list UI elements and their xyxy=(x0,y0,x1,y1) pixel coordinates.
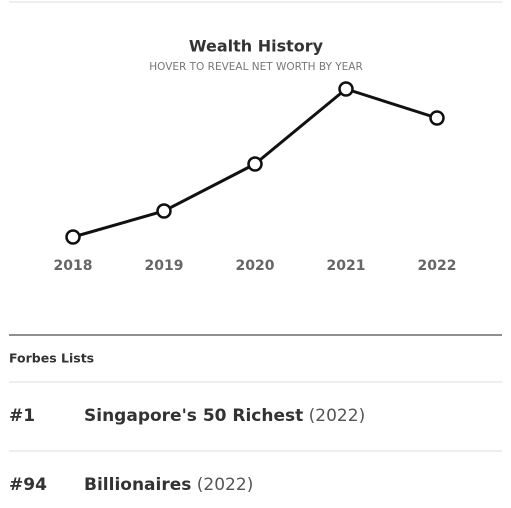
x-tick-label: 2020 xyxy=(236,258,275,274)
list-name[interactable]: Singapore's 50 Richest xyxy=(84,406,303,426)
rank: #94 xyxy=(9,475,47,495)
chart-subtitle: HOVER TO REVEAL NET WORTH BY YEAR xyxy=(149,61,363,73)
chart: 2018 2019 2020 2021 2022 xyxy=(54,81,457,274)
x-tick-label: 2022 xyxy=(418,258,457,274)
list-name[interactable]: Billionaires xyxy=(84,475,191,495)
x-tick-label: 2018 xyxy=(54,258,93,274)
list-year: (2022) xyxy=(197,475,254,495)
list-entry[interactable]: Singapore's 50 Richest (2022) xyxy=(84,406,365,426)
point[interactable] xyxy=(338,81,354,97)
point[interactable] xyxy=(429,110,445,126)
chart-title: Wealth History xyxy=(189,37,324,56)
x-tick-label: 2019 xyxy=(145,258,184,274)
list-entry[interactable]: Billionaires (2022) xyxy=(84,475,253,495)
point[interactable] xyxy=(65,229,81,245)
rank: #1 xyxy=(9,406,35,426)
section-heading: Forbes Lists xyxy=(9,351,94,366)
list-year: (2022) xyxy=(309,406,366,426)
point[interactable] xyxy=(247,156,263,172)
x-tick-label: 2021 xyxy=(327,258,366,274)
point[interactable] xyxy=(156,203,172,219)
